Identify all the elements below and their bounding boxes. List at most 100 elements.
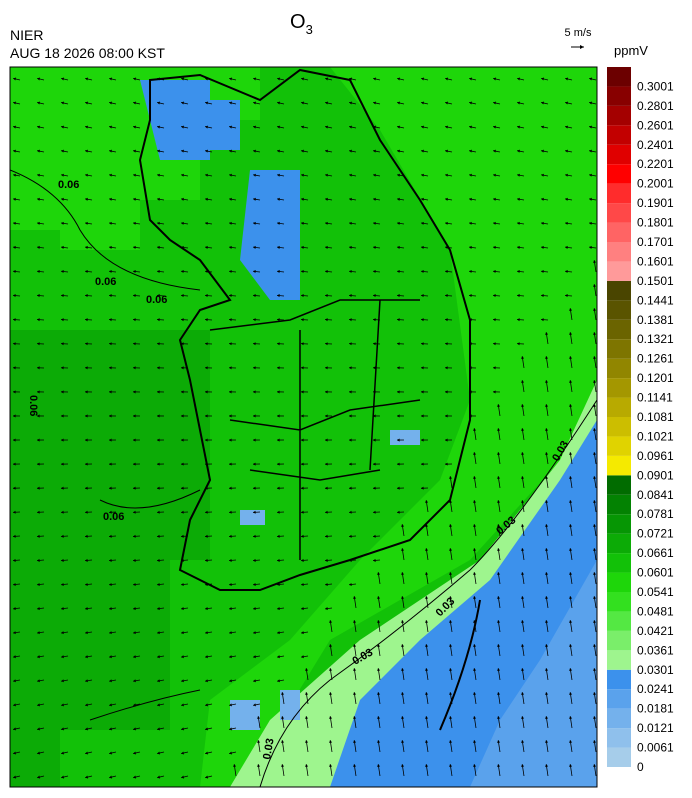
wind-arrow-head [157, 582, 160, 587]
wind-arrow-head [349, 342, 352, 346]
colorbar-label: 0.0721 [637, 527, 674, 541]
wind-arrow-head [353, 692, 357, 695]
colorbar-label: 0.3001 [637, 79, 674, 93]
wind-arrow-head [325, 221, 328, 225]
wind-arrow-head [133, 607, 136, 611]
wind-arrow-head [109, 342, 112, 346]
wind-arrow-head [85, 607, 88, 611]
wind-arrow-head [85, 294, 88, 298]
wind-arrow-head [373, 149, 376, 153]
wind-arrow-head [85, 655, 88, 659]
wind-arrow-head [349, 269, 352, 274]
wind-arrow-head [569, 548, 573, 551]
wind-arrow-head [421, 318, 424, 322]
wind-arrow-head [37, 318, 40, 322]
wind-arrow-head [445, 197, 448, 201]
colorbar-box [607, 358, 631, 379]
wind-arrow-head [541, 125, 544, 129]
wind-arrow-head [181, 318, 184, 322]
wind-arrow-head [205, 558, 208, 562]
wind-arrow-head [281, 692, 285, 695]
wind-arrow-head [397, 294, 400, 298]
wind-arrow-head [425, 572, 429, 575]
wind-arrow-head [569, 500, 573, 503]
wind-arrow-head [181, 462, 184, 466]
colorbar-label: 0.2401 [637, 138, 674, 152]
wind-arrow-head [157, 101, 161, 105]
wind-arrow-head [61, 679, 64, 683]
wind-arrow-head [541, 173, 544, 177]
colorbar-box [607, 339, 631, 359]
wind-arrow-head [373, 77, 377, 81]
wind-arrow-head [61, 558, 64, 562]
wind-arrow-head [497, 716, 501, 719]
wind-arrow-head [13, 197, 16, 201]
colorbar-box [607, 475, 631, 495]
wind-arrow-head [109, 582, 112, 587]
wind-arrow-head [349, 101, 353, 105]
wind-arrow-head [181, 101, 185, 105]
wind-arrow-head [37, 414, 40, 418]
wind-arrow-head [449, 596, 453, 599]
colorbar-box [607, 650, 631, 670]
wind-arrow-head [61, 631, 64, 635]
colorbar-label: 0.0121 [637, 721, 674, 735]
wind-arrow-head [497, 500, 501, 503]
wind-arrow-head [85, 318, 88, 322]
wind-arrow-head [425, 500, 429, 503]
wind-arrow-head [521, 452, 525, 455]
wind-arrow-head [85, 245, 88, 249]
wind-arrow-head [253, 510, 256, 514]
wind-arrow-head [493, 366, 496, 370]
wind-arrow-head [469, 77, 473, 81]
wind-arrow-head [37, 221, 40, 225]
wind-arrow-head [157, 631, 160, 635]
wind-arrow-head [325, 510, 328, 514]
wind-arrow-head [181, 655, 184, 659]
wind-arrow-head [497, 476, 501, 479]
wind-arrow-head [181, 294, 184, 298]
wind-arrow-head [349, 438, 352, 442]
wind-arrow-head [37, 294, 40, 298]
colorbar-label: 0.0661 [637, 546, 674, 560]
wind-arrow-head [569, 332, 573, 335]
wind-arrow-head [229, 462, 232, 466]
wind-arrow-head [229, 149, 232, 153]
contour-label: 0.03 [261, 737, 277, 760]
wind-arrow-head [109, 318, 112, 322]
wind-arrow-head [493, 318, 496, 322]
wind-arrow-head [37, 101, 41, 105]
wind-arrow-head [85, 125, 88, 129]
contour-label: 0.06 [146, 294, 167, 306]
wind-arrow-head [13, 318, 16, 322]
field-zone [140, 80, 300, 300]
wind-arrow-head [469, 366, 472, 370]
wind-arrow-head [133, 221, 136, 225]
wind-arrow-head [445, 438, 448, 442]
wind-arrow-head [445, 269, 448, 274]
wind-arrow-head [565, 149, 568, 153]
wind-arrow-head [521, 716, 525, 719]
wind-arrow-head [541, 221, 544, 225]
wind-arrow-head [109, 534, 112, 538]
field-zone [230, 430, 420, 730]
wind-arrow-head [37, 342, 40, 346]
wind-arrow-head [541, 101, 545, 105]
wind-arrow-head [445, 294, 448, 298]
wind-arrow-head [593, 428, 597, 431]
wind-arrow-head [325, 101, 329, 105]
wind-arrow-head [157, 775, 161, 779]
wind-arrow-head [229, 438, 232, 442]
wind-arrow-head [181, 173, 184, 177]
wind-arrow-head [205, 245, 208, 249]
wind-arrow-head [109, 775, 113, 779]
wind-arrow-head [497, 620, 501, 623]
wind-arrow-head [277, 173, 280, 177]
wind-arrow-head [229, 221, 232, 225]
wind-arrow-head [541, 245, 544, 249]
wind-arrow-head [493, 125, 496, 129]
wind-arrow-head [157, 269, 160, 274]
wind-arrow-head [517, 101, 521, 105]
colorbar-label: 0.0781 [637, 507, 674, 521]
wind-arrow-head [493, 390, 496, 394]
